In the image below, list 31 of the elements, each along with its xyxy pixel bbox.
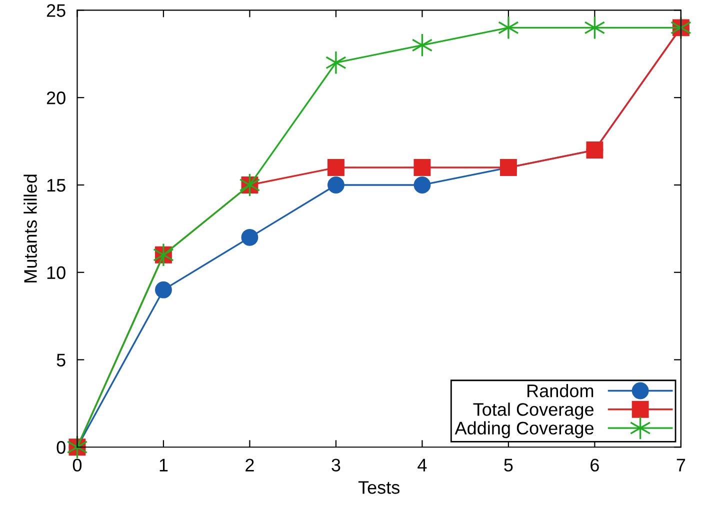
point [326,50,346,75]
point [154,281,172,298]
x-tick-label: 3 [332,458,340,472]
y-tick-label: 10 [47,266,66,280]
point [239,173,260,197]
point [327,176,344,194]
y-tick-label: 5 [56,354,66,366]
point [327,159,344,176]
x-tick-label: 7 [676,458,686,472]
x-tick-label: 0 [72,458,82,472]
point [412,33,433,58]
legend-label: Adding Coverage [454,421,594,438]
x-axis-title: Tests [358,481,400,494]
y-tick-label: 15 [47,179,66,192]
point [498,16,519,40]
point [584,16,606,40]
legend-label: Total Coverage [473,402,594,420]
x-tick-label: 4 [418,458,427,472]
point [414,159,431,176]
x-tick-label: 6 [590,458,599,472]
y-axis-title: Mutants killed [24,174,37,282]
y-tick-label: 25 [46,4,66,17]
point [241,228,258,246]
point [414,176,431,194]
legend-label: Random [528,384,594,398]
point [153,242,174,267]
x-tick-label: 5 [504,458,513,472]
x-tick-label: 2 [246,458,254,472]
y-tick-label: 20 [46,92,66,104]
y-tick-label: 0 [56,441,66,454]
x-tick-label: 1 [160,458,168,472]
